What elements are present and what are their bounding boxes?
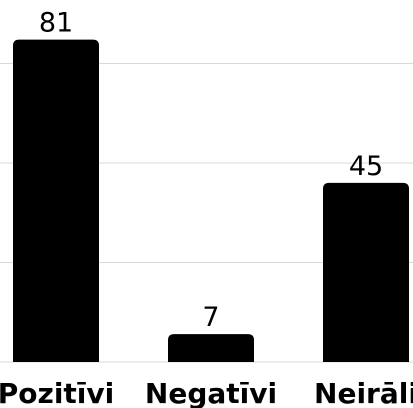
value-label-1: 7 (202, 302, 219, 333)
bar-1 (168, 334, 254, 362)
category-label-0: Pozitīvi (0, 377, 114, 408)
value-labels: 81 7 45 (39, 8, 383, 334)
value-label-2: 45 (349, 151, 383, 182)
category-labels: Pozitīvi Negatīvi Neirāli (0, 377, 413, 408)
category-label-1: Negatīvi (145, 377, 277, 408)
bars (13, 39, 409, 363)
bar-2 (323, 182, 409, 362)
value-label-0: 81 (39, 8, 73, 39)
bar-0 (13, 39, 99, 363)
category-label-2: Neirāli (314, 377, 413, 408)
